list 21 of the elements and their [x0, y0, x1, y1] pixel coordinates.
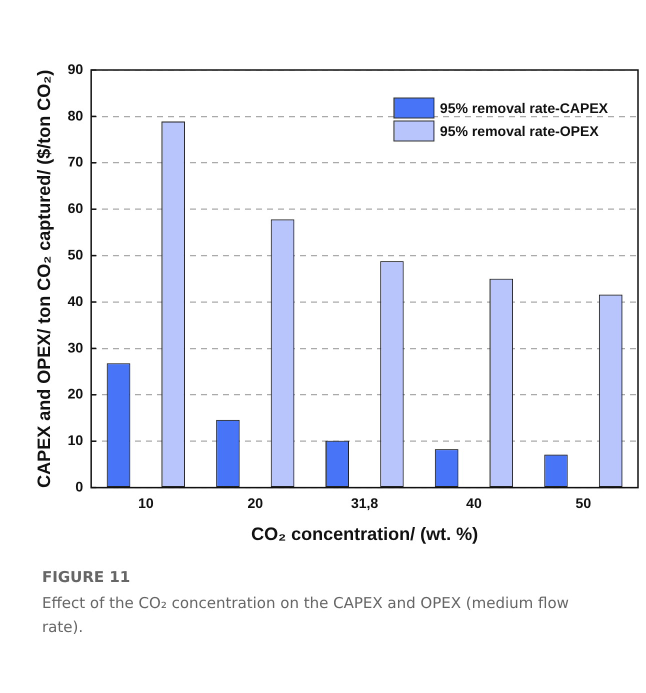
caption: FIGURE 11: [42, 567, 132, 588]
y-tick-label: 90: [68, 60, 84, 77]
y-tick-label: 20: [68, 386, 84, 402]
x-tick-label: 40: [466, 494, 482, 511]
x-tick-label: 20: [247, 494, 264, 511]
x-tick-label: 31,8: [350, 494, 378, 511]
y-tick-label: 30: [68, 339, 84, 356]
y-axis-title: CAPEX and OPEX/ ton CO₂ captured/ ($/ton CO₂): [34, 70, 54, 488]
y-tick-label: 60: [68, 200, 84, 216]
y-tick-label: 80: [68, 107, 84, 124]
legend-label: 95% removal rate-CAPEX: [440, 100, 609, 116]
x-tick-label: 10: [138, 494, 154, 511]
x-axis-title: CO₂ concentration/ (wt. %): [251, 524, 478, 544]
y-tick-label: 10: [68, 432, 84, 448]
text: Effect of the CO₂ concentration on the CAPEX and OPEX (medium flow rate).: [42, 593, 570, 638]
legend-label: 95% removal rate-OPEX: [440, 122, 600, 139]
x-tick-label: 50: [576, 494, 592, 511]
y-tick-label: 50: [68, 246, 84, 262]
y-tick-label: 0: [75, 478, 84, 494]
y-tick-label: 40: [68, 292, 84, 309]
y-tick-label: 70: [68, 154, 84, 170]
